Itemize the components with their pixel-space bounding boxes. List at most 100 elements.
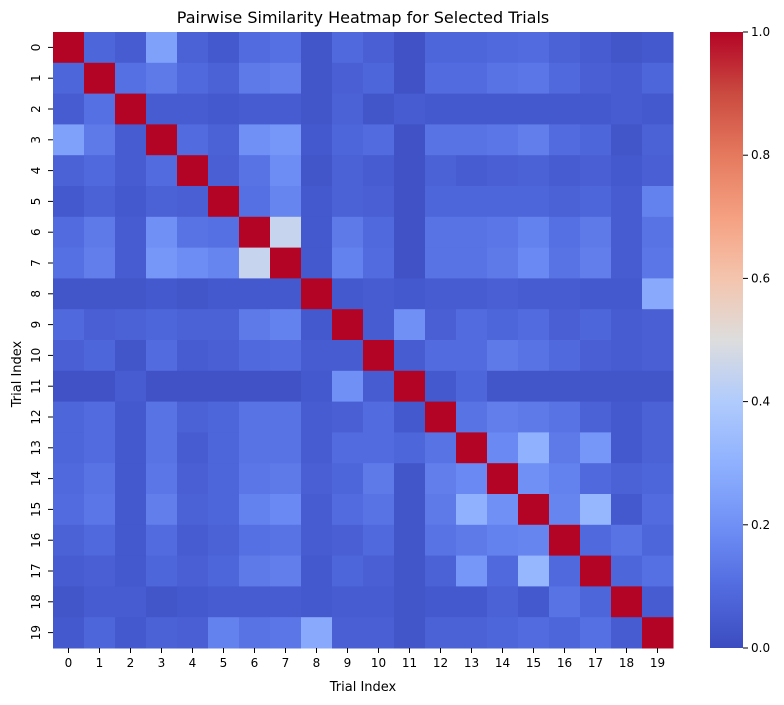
- heatmap-cell: [518, 155, 550, 187]
- heatmap-cell: [301, 247, 333, 279]
- heatmap-cell: [239, 62, 271, 95]
- heatmap-cell: [425, 463, 457, 495]
- heatmap-cell: [301, 186, 333, 218]
- heatmap-cell: [549, 186, 581, 218]
- heatmap-cell: [487, 494, 519, 526]
- heatmap-cell: [53, 278, 85, 310]
- heatmap-cell: [425, 186, 457, 218]
- heatmap-cell: [580, 432, 612, 464]
- heatmap-cell: [456, 340, 488, 372]
- heatmap-cell: [146, 586, 178, 618]
- heatmap-cell: [642, 617, 674, 649]
- heatmap-cell: [146, 186, 178, 218]
- heatmap-cell: [115, 432, 147, 464]
- heatmap-cell: [332, 247, 364, 279]
- heatmap-cell: [301, 494, 333, 526]
- y-tick-label: 0: [29, 44, 43, 52]
- heatmap-cell: [177, 247, 209, 279]
- heatmap-cell: [394, 155, 426, 187]
- heatmap-cell: [84, 524, 116, 557]
- heatmap-cell: [208, 463, 240, 495]
- heatmap-cell: [425, 370, 457, 403]
- heatmap-cell: [270, 463, 302, 495]
- heatmap-cell: [394, 555, 426, 587]
- heatmap-cell: [363, 309, 395, 341]
- heatmap-cell: [84, 278, 116, 310]
- heatmap-cell: [363, 247, 395, 279]
- heatmap-cell: [487, 524, 519, 557]
- heatmap-cell: [518, 524, 550, 557]
- heatmap-cell: [363, 494, 395, 526]
- heatmap-cell: [611, 124, 643, 156]
- heatmap-cell: [456, 555, 488, 587]
- heatmap-cell: [332, 463, 364, 495]
- heatmap-cell: [84, 401, 116, 433]
- heatmap-cell: [177, 555, 209, 587]
- heatmap-cell: [115, 247, 147, 279]
- y-tick-label: 1: [29, 74, 43, 82]
- heatmap-cell: [394, 93, 426, 125]
- heatmap-cell: [487, 617, 519, 649]
- heatmap-cell: [115, 155, 147, 187]
- heatmap-cell: [580, 93, 612, 125]
- heatmap-cell: [177, 216, 209, 249]
- heatmap-cell: [146, 555, 178, 587]
- heatmap-cell: [53, 432, 85, 464]
- heatmap-cell: [208, 340, 240, 372]
- heatmap-cell: [84, 309, 116, 341]
- heatmap-cell: [518, 401, 550, 433]
- y-tick-label: 16: [29, 533, 43, 548]
- heatmap-cell: [84, 494, 116, 526]
- heatmap-cell: [53, 309, 85, 341]
- heatmap-cell: [487, 186, 519, 218]
- heatmap-cell: [642, 340, 674, 372]
- heatmap-cell: [270, 216, 302, 249]
- heatmap-cell: [208, 494, 240, 526]
- x-axis-ticks: 0 1 2 3 4 5 6 7 8 9 10 11 12 13 14 15 16 17 18 19: [65, 648, 665, 670]
- heatmap-cell: [487, 155, 519, 187]
- heatmap-cell: [394, 309, 426, 341]
- heatmap-cell: [394, 340, 426, 372]
- heatmap-cell: [456, 370, 488, 403]
- heatmap-cell: [580, 32, 612, 64]
- heatmap-cell: [53, 340, 85, 372]
- heatmap-cell: [394, 401, 426, 433]
- heatmap-cell: [177, 278, 209, 310]
- heatmap-cell: [549, 432, 581, 464]
- heatmap-cell: [208, 586, 240, 618]
- heatmap-cell: [239, 617, 271, 649]
- heatmap-cell: [53, 586, 85, 618]
- y-tick-label: 4: [29, 167, 43, 175]
- heatmap-cell: [611, 555, 643, 587]
- heatmap-cell: [53, 93, 85, 125]
- heatmap-cell: [394, 124, 426, 156]
- x-tick-label: 7: [282, 656, 290, 670]
- heatmap-cell: [239, 494, 271, 526]
- heatmap-cell: [487, 463, 519, 495]
- heatmap-cell: [456, 247, 488, 279]
- x-tick-label: 10: [371, 656, 386, 670]
- heatmap-cell: [177, 32, 209, 64]
- heatmap-cell: [115, 124, 147, 156]
- x-tick-label: 18: [619, 656, 634, 670]
- heatmap-cells: [53, 32, 674, 649]
- heatmap-cell: [518, 93, 550, 125]
- heatmap-cell: [425, 216, 457, 249]
- heatmap-cell: [115, 524, 147, 557]
- heatmap-cell: [332, 216, 364, 249]
- heatmap-cell: [177, 340, 209, 372]
- heatmap-cell: [270, 278, 302, 310]
- heatmap-cell: [363, 463, 395, 495]
- heatmap-cell: [642, 463, 674, 495]
- heatmap-cell: [270, 155, 302, 187]
- heatmap-cell: [208, 32, 240, 64]
- heatmap-cell: [301, 370, 333, 403]
- heatmap-cell: [487, 340, 519, 372]
- heatmap-cell: [611, 309, 643, 341]
- heatmap-cell: [84, 216, 116, 249]
- heatmap-cell: [518, 278, 550, 310]
- heatmap-cell: [518, 432, 550, 464]
- heatmap-cell: [642, 555, 674, 587]
- heatmap-cell: [270, 432, 302, 464]
